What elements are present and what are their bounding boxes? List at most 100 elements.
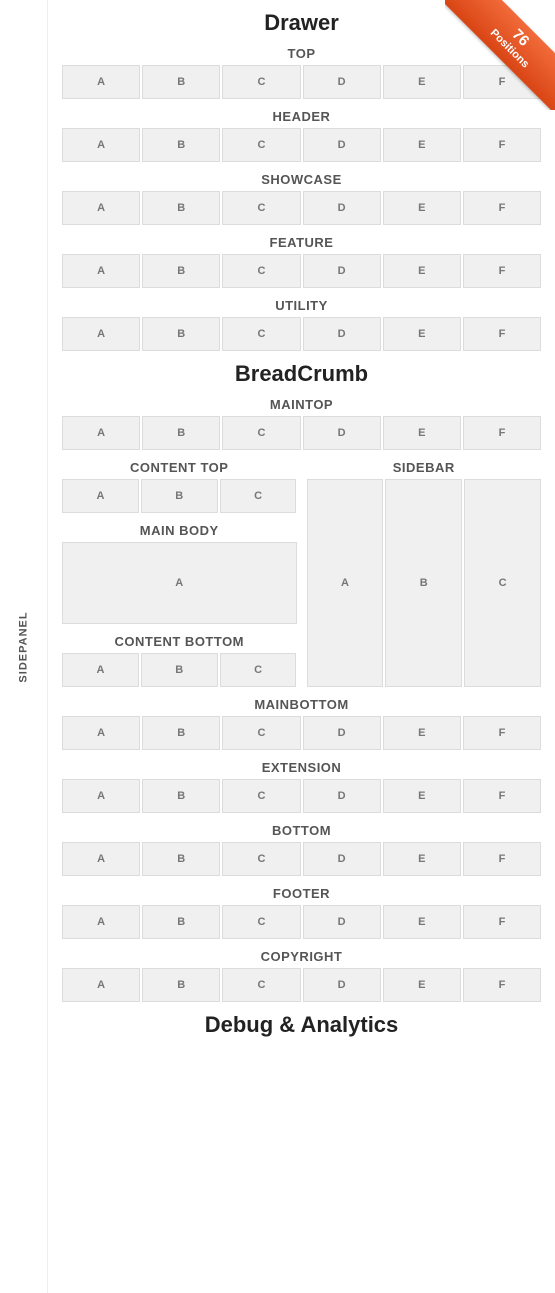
mainbody-cell: A <box>62 542 297 624</box>
sidebar-title: SIDEBAR <box>307 460 542 475</box>
position-cell: B <box>142 968 220 1002</box>
section-title: MAINBOTTOM <box>62 697 541 712</box>
position-cell: D <box>303 716 381 750</box>
position-cell: A <box>62 191 140 225</box>
section-title: SHOWCASE <box>62 172 541 187</box>
position-cell: E <box>383 317 461 351</box>
position-cell: C <box>220 653 297 687</box>
position-cell: F <box>463 191 541 225</box>
main-area: Drawer TOPABCDEFHEADERABCDEFSHOWCASEABCD… <box>48 0 555 1293</box>
position-cell: E <box>383 254 461 288</box>
position-cell: E <box>383 779 461 813</box>
position-cell: F <box>463 716 541 750</box>
position-cell: F <box>463 905 541 939</box>
position-cell: F <box>463 779 541 813</box>
position-cell: B <box>142 842 220 876</box>
position-cell: B <box>142 254 220 288</box>
position-cell: F <box>463 842 541 876</box>
position-cell: B <box>142 779 220 813</box>
position-cell: B <box>142 191 220 225</box>
position-cell: A <box>62 842 140 876</box>
position-cell: D <box>303 254 381 288</box>
position-cell: C <box>222 317 300 351</box>
heading-debug: Debug & Analytics <box>62 1012 541 1038</box>
section-row: ABCDEF <box>62 191 541 225</box>
position-cell: F <box>463 128 541 162</box>
content-top-title: CONTENT TOP <box>62 460 297 475</box>
position-cell: F <box>463 65 541 99</box>
content-top-row: ABC <box>62 479 297 513</box>
left-column: CONTENT TOP ABC MAIN BODY A CONTENT BOTT… <box>62 450 297 687</box>
position-cell: A <box>307 479 384 687</box>
position-cell: E <box>383 191 461 225</box>
section-row: ABCDEF <box>62 779 541 813</box>
position-cell: D <box>303 191 381 225</box>
position-cell: E <box>383 65 461 99</box>
position-cell: D <box>303 65 381 99</box>
position-cell: F <box>463 317 541 351</box>
position-cell: A <box>62 128 140 162</box>
section-title: UTILITY <box>62 298 541 313</box>
position-cell: F <box>463 254 541 288</box>
position-cell: F <box>463 416 541 450</box>
maintop-row: ABCDEF <box>62 416 541 450</box>
position-cell: C <box>222 968 300 1002</box>
heading-drawer: Drawer <box>62 10 541 36</box>
position-cell: B <box>142 905 220 939</box>
position-cell: F <box>463 968 541 1002</box>
position-cell: C <box>222 716 300 750</box>
section-row: ABCDEF <box>62 317 541 351</box>
section-row: ABCDEF <box>62 65 541 99</box>
position-cell: B <box>141 479 218 513</box>
section-row: ABCDEF <box>62 254 541 288</box>
section-title: FEATURE <box>62 235 541 250</box>
section-title: EXTENSION <box>62 760 541 775</box>
section-title: TOP <box>62 46 541 61</box>
right-column: SIDEBAR ABC <box>307 450 542 687</box>
position-cell: D <box>303 779 381 813</box>
mainbody-title: MAIN BODY <box>62 523 297 538</box>
sidepanel: SIDEPANEL <box>0 0 48 1293</box>
position-cell: E <box>383 716 461 750</box>
position-cell: B <box>142 128 220 162</box>
position-cell: D <box>303 968 381 1002</box>
sidepanel-label: SIDEPANEL <box>18 611 30 682</box>
position-cell: C <box>222 779 300 813</box>
position-cell: C <box>222 128 300 162</box>
position-cell: C <box>222 65 300 99</box>
position-cell: E <box>383 968 461 1002</box>
position-cell: B <box>385 479 462 687</box>
content-bottom-row: ABC <box>62 653 297 687</box>
position-cell: C <box>222 905 300 939</box>
position-cell: B <box>141 653 218 687</box>
position-cell: D <box>303 842 381 876</box>
position-cell: C <box>222 254 300 288</box>
section-title: FOOTER <box>62 886 541 901</box>
position-cell: E <box>383 905 461 939</box>
position-cell: E <box>383 842 461 876</box>
position-cell: C <box>222 842 300 876</box>
section-title: HEADER <box>62 109 541 124</box>
section-row: ABCDEF <box>62 842 541 876</box>
position-cell: E <box>383 416 461 450</box>
heading-breadcrumb: BreadCrumb <box>62 361 541 387</box>
position-cell: D <box>303 905 381 939</box>
position-cell: A <box>62 65 140 99</box>
position-cell: A <box>62 968 140 1002</box>
position-cell: A <box>62 254 140 288</box>
position-cell: A <box>62 416 140 450</box>
content-sidebar-wrap: CONTENT TOP ABC MAIN BODY A CONTENT BOTT… <box>62 450 541 687</box>
position-cell: A <box>62 479 139 513</box>
position-cell: A <box>62 653 139 687</box>
content-bottom-title: CONTENT BOTTOM <box>62 634 297 649</box>
position-cell: A <box>62 905 140 939</box>
position-cell: A <box>62 716 140 750</box>
position-cell: D <box>303 317 381 351</box>
page: SIDEPANEL Drawer TOPABCDEFHEADERABCDEFSH… <box>0 0 555 1293</box>
maintop-title: MAINTOP <box>62 397 541 412</box>
position-cell: A <box>62 779 140 813</box>
position-cell: B <box>142 416 220 450</box>
sidebar-row: ABC <box>307 479 542 687</box>
position-cell: C <box>222 416 300 450</box>
position-cell: B <box>142 317 220 351</box>
